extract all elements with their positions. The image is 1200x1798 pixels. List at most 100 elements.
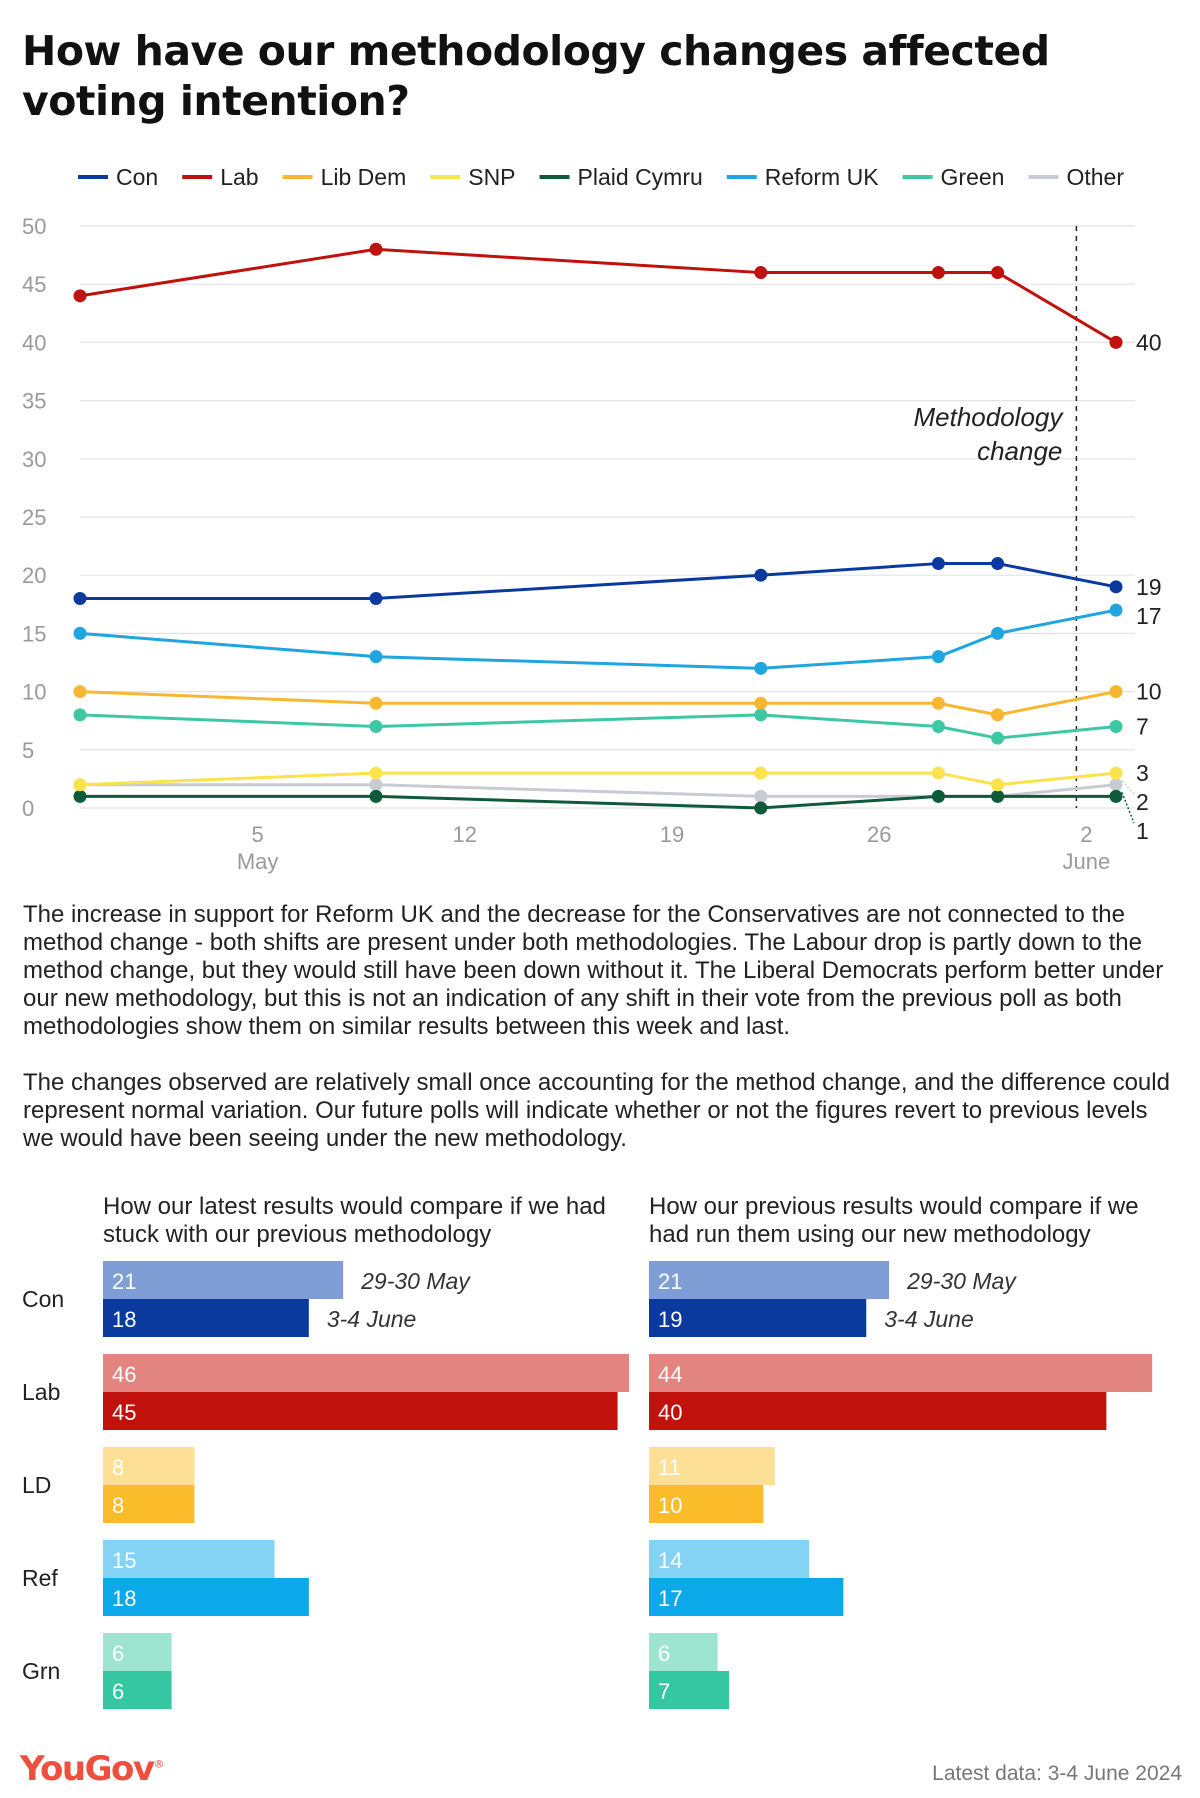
bar-right-ref-1 <box>649 1578 844 1616</box>
bar-left-ld-0 <box>103 1447 195 1485</box>
point-lab <box>931 266 945 280</box>
paragraph-1: The increase in support for Reform UK an… <box>23 901 1164 1040</box>
y-tick-label: 35 <box>22 389 46 414</box>
x-tick-sublabel: June <box>1063 849 1111 874</box>
point-snp <box>931 766 945 780</box>
legend-item-0: Con <box>78 164 158 190</box>
point-lib-dem <box>991 708 1005 722</box>
bar-left-ref-1 <box>103 1578 309 1616</box>
legend-label: Lib Dem <box>321 164 407 190</box>
bar-value-left-grn-1: 6 <box>112 1679 124 1704</box>
y-tick-label: 0 <box>22 796 34 821</box>
legend-item-7: Other <box>1028 164 1124 190</box>
methodology-change-label: change <box>977 436 1062 466</box>
legend-label: Con <box>116 164 158 190</box>
point-green <box>73 708 87 722</box>
series-line-lib-dem <box>79 690 1117 717</box>
bar-value-left-con-1: 18 <box>112 1307 136 1332</box>
point-lab <box>991 266 1005 280</box>
end-label-lab: 40 <box>1136 329 1162 355</box>
point-lab <box>1109 335 1123 349</box>
point-reform-uk <box>1109 603 1123 617</box>
series-line-other <box>80 783 1117 798</box>
bar-value-left-ld-0: 8 <box>112 1455 124 1480</box>
end-label-leader <box>1121 780 1135 795</box>
end-label-lib-dem: 10 <box>1136 679 1162 705</box>
point-lib-dem <box>73 685 87 699</box>
point-con <box>369 591 383 605</box>
chart-title: How have our methodology changes affecte… <box>22 27 1050 125</box>
point-snp <box>754 766 768 780</box>
bar-right-ld-1 <box>649 1485 764 1523</box>
bar-chart: Con Lab LD Ref Grn 21 29-30 May 18 3-4 June 46 45 8… <box>22 1261 1153 1709</box>
y-tick-label: 20 <box>22 563 46 588</box>
point-con <box>73 591 87 605</box>
legend-item-4: Plaid Cymru <box>539 164 703 190</box>
category-label-grn: Grn <box>22 1658 60 1684</box>
bar-value-left-lab-0: 46 <box>112 1362 136 1387</box>
y-tick-label: 5 <box>22 738 34 763</box>
bar-value-right-lab-1: 40 <box>658 1400 682 1425</box>
point-reform-uk <box>754 661 768 675</box>
bar-right-ld-0 <box>649 1447 775 1485</box>
bar-left-con-0 <box>103 1261 344 1299</box>
point-con <box>931 557 945 571</box>
point-plaid-cymru <box>73 789 87 803</box>
x-tick-label: 2 <box>1080 822 1092 847</box>
bar-right-con-1 <box>649 1299 867 1337</box>
point-snp <box>1109 766 1123 780</box>
bar-left-grn-0 <box>103 1633 172 1671</box>
point-plaid-cymru <box>369 789 383 803</box>
bar-right-lab-0 <box>649 1354 1153 1392</box>
bar-value-left-ld-1: 8 <box>112 1493 124 1518</box>
bar-value-right-ld-1: 10 <box>658 1493 682 1518</box>
point-plaid-cymru <box>1109 789 1123 803</box>
bar-right-grn-1 <box>649 1671 730 1709</box>
point-lib-dem <box>369 696 383 710</box>
end-label-green: 7 <box>1136 714 1149 740</box>
bar-panel-right-title: How our previous results would compare i… <box>649 1193 1139 1248</box>
bar-left-lab-0 <box>103 1354 629 1392</box>
point-green <box>1109 720 1123 734</box>
point-lab <box>369 242 383 256</box>
category-label-ld: LD <box>22 1472 51 1498</box>
legend-item-2: Lib Dem <box>282 164 407 190</box>
point-green <box>931 720 945 734</box>
bar-value-left-ref-0: 15 <box>112 1548 136 1573</box>
point-green <box>369 720 383 734</box>
series-line-lab <box>79 247 1117 344</box>
bar-value-right-ref-0: 14 <box>658 1548 682 1573</box>
bar-right-lab-1 <box>649 1392 1107 1430</box>
y-tick-label: 45 <box>22 272 46 297</box>
bar-panel-left-title: How our latest results would compare if … <box>103 1193 606 1248</box>
methodology-change-label: Methodology <box>914 402 1065 432</box>
bar-value-left-lab-1: 45 <box>112 1400 136 1425</box>
end-label-other: 2 <box>1136 789 1149 815</box>
point-reform-uk <box>73 626 87 640</box>
series-line-green <box>79 713 1117 740</box>
category-label-con: Con <box>22 1286 64 1312</box>
paragraph-2: The changes observed are relatively smal… <box>23 1069 1170 1152</box>
end-label-plaid-cymru: 1 <box>1136 818 1149 844</box>
point-other <box>1109 778 1123 792</box>
bar-value-right-ref-1: 17 <box>658 1586 682 1611</box>
point-plaid-cymru <box>991 789 1005 803</box>
point-lib-dem <box>1109 685 1123 699</box>
bar-right-ref-0 <box>649 1540 810 1578</box>
bar-value-right-con-0: 21 <box>658 1269 682 1294</box>
latest-data-note: Latest data: 3-4 June 2024 <box>932 1762 1182 1785</box>
bar-value-right-lab-0: 44 <box>658 1362 682 1387</box>
point-lib-dem <box>931 696 945 710</box>
point-other <box>754 789 768 803</box>
bar-value-right-grn-1: 7 <box>658 1679 670 1704</box>
y-tick-label: 50 <box>22 214 46 239</box>
point-con <box>991 557 1005 571</box>
legend-label: SNP <box>468 164 515 190</box>
end-label-snp: 3 <box>1136 760 1149 786</box>
bar-left-grn-1 <box>103 1671 172 1709</box>
bar-left-ref-0 <box>103 1540 275 1578</box>
series-line-snp <box>79 771 1117 787</box>
legend-label: Reform UK <box>765 164 879 190</box>
x-tick-label: 5 <box>251 822 263 847</box>
bar-value-right-grn-0: 6 <box>658 1641 670 1666</box>
